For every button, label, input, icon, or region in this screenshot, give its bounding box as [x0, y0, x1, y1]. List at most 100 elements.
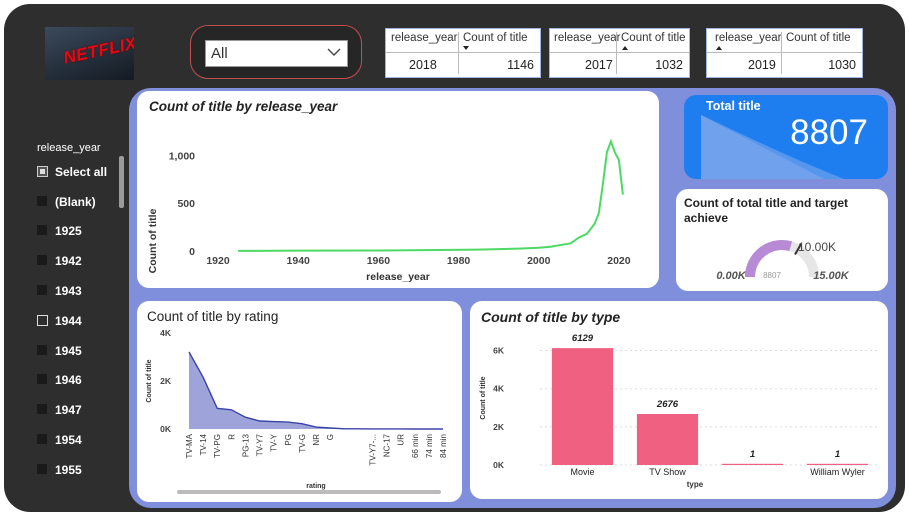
line-chart-xlabel: release_year	[366, 271, 430, 283]
line-chart-xtick: 1920	[206, 255, 230, 267]
chevron-down-icon	[327, 48, 341, 56]
type-chart-panel[interactable]: Count of title by type Count of title ty…	[470, 301, 888, 499]
gauge-value-arc	[745, 240, 793, 278]
gauge-target-label: 10.00K	[798, 240, 836, 254]
card-count-value: 1146	[507, 58, 534, 72]
card-divider	[458, 32, 459, 74]
slicer-item-label: 1942	[55, 254, 82, 268]
card-separator	[550, 52, 689, 53]
bar[interactable]	[551, 348, 614, 465]
slicer-item-label: 1955	[55, 463, 82, 477]
rating-chart-xtick: TV-Y7-...	[368, 434, 377, 466]
line-chart-ytick: 1,000	[169, 150, 195, 162]
slicer-item-label: (Blank)	[55, 195, 96, 209]
rating-chart-xtick: TV-G	[298, 434, 307, 453]
card-separator	[386, 52, 540, 53]
dropdown-value: All	[211, 45, 228, 62]
line-chart-xtick: 1960	[367, 255, 391, 267]
rating-chart-title: Count of title by rating	[147, 309, 279, 324]
rating-chart-ytick: 4K	[160, 328, 172, 338]
line-chart-xtick: 1980	[447, 255, 471, 267]
slicer-item-label: 1945	[55, 344, 82, 358]
gauge-panel[interactable]: Count of total title and target achieve …	[676, 189, 888, 291]
card-col2-header[interactable]: Count of title	[463, 32, 528, 44]
checkbox-icon[interactable]	[37, 255, 47, 265]
checkbox-icon[interactable]	[37, 464, 47, 474]
card-count-value: 1032	[655, 58, 683, 72]
slicer-item-label: 1943	[55, 284, 82, 298]
type-chart-xtick: William Wyler	[810, 467, 864, 477]
horizontal-scrollbar[interactable]	[177, 490, 441, 494]
rating-chart-panel[interactable]: Count of title by rating Count of title …	[137, 301, 462, 502]
card-year-value: 2017	[585, 58, 613, 72]
rating-chart-xtick: 74 min	[425, 434, 434, 458]
checkbox-icon[interactable]	[37, 196, 47, 206]
rating-chart-ytick: 0K	[160, 424, 172, 434]
line-chart-panel[interactable]: Count of title by release_year Count of …	[137, 91, 659, 288]
filter-dropdown[interactable]: All	[205, 40, 348, 67]
sort-desc-icon	[463, 46, 469, 50]
line-series[interactable]	[238, 138, 624, 252]
bar-data-label: 1	[835, 449, 840, 460]
checkbox-icon[interactable]	[37, 166, 48, 177]
rating-chart-xlabel: rating	[306, 483, 325, 490]
rating-chart-xtick: TV-PG	[213, 434, 222, 458]
gauge-target-marker	[794, 243, 802, 255]
area-fill	[189, 352, 443, 429]
checkbox-icon[interactable]	[37, 225, 47, 235]
dashboard-frame: NETFLIX All release_year Count of title …	[4, 4, 905, 512]
top-year-card-2[interactable]: release_year Count of title 2017 1032	[549, 28, 690, 78]
rating-chart-xtick: 84 min	[439, 434, 448, 458]
type-bar-chart: Count of title type 0K 2K 4K 6K 6129 Movie 26…	[480, 333, 880, 489]
line-chart-xtick: 2000	[527, 255, 551, 267]
bar[interactable]	[721, 463, 784, 465]
card-col1-header[interactable]: release_year	[715, 32, 782, 44]
card-col1-header[interactable]: release_year	[554, 32, 621, 44]
checkbox-icon[interactable]	[37, 285, 47, 295]
gauge-title: Count of total title and target achieve	[684, 196, 848, 225]
line-chart-ylabel: Count of title	[147, 208, 159, 273]
checkbox-icon[interactable]	[37, 404, 47, 414]
top-year-card-3[interactable]: release_year Count of title 2019 1030	[706, 28, 863, 78]
bar-data-label: 6129	[572, 333, 594, 344]
slicer-title: release_year	[37, 142, 101, 154]
line-chart-title: Count of title by release_year	[149, 99, 338, 114]
card-col1-header[interactable]: release_year	[391, 32, 458, 44]
line-chart-ytick: 0	[189, 246, 195, 258]
area-series-line[interactable]	[188, 351, 443, 430]
slicer-scrollbar[interactable]	[119, 156, 124, 208]
top-year-card-1[interactable]: release_year Count of title 2018 1146	[385, 28, 541, 78]
bar[interactable]	[806, 463, 869, 465]
checkbox-icon[interactable]	[37, 434, 47, 444]
checkbox-icon[interactable]	[37, 374, 47, 384]
type-chart-ytick: 4K	[493, 384, 505, 394]
kpi-value: 8807	[790, 113, 868, 152]
card-col2-header[interactable]: Count of title	[621, 32, 686, 44]
checkbox-icon[interactable]	[37, 315, 48, 326]
card-count-value: 1030	[828, 58, 856, 72]
card-col2-header[interactable]: Count of title	[786, 32, 851, 44]
type-chart-ylabel: Count of title	[480, 376, 487, 419]
rating-chart-xtick: PG	[284, 434, 293, 446]
card-divider	[616, 32, 617, 74]
line-chart-ytick: 500	[177, 198, 195, 210]
rating-chart-xtick: 66 min	[411, 434, 420, 458]
slicer-item-label: 1944	[55, 314, 82, 328]
rating-area-chart: Count of title rating 0K 2K 4K TV-MA TV-14 T…	[146, 328, 448, 494]
type-chart-xlabel: type	[687, 480, 704, 489]
checkbox-icon[interactable]	[37, 345, 47, 355]
rating-chart-xtick: NC-17	[383, 433, 392, 457]
sort-asc-icon	[622, 46, 628, 50]
filter-dropdown-container: All	[190, 25, 362, 79]
type-chart-ytick: 0K	[493, 460, 505, 470]
type-chart-xtick: TV Show	[649, 467, 686, 477]
bar[interactable]	[636, 414, 699, 465]
total-title-kpi[interactable]: Total title 8807	[684, 95, 888, 179]
bar-data-label: 2676	[656, 399, 679, 410]
logo-text: NETFLIX	[61, 33, 134, 68]
rating-chart-xtick: NR	[312, 434, 321, 446]
type-chart-ytick: 6K	[493, 346, 505, 356]
rating-chart-xtick: UR	[397, 434, 406, 446]
rating-chart-xtick: TV-14	[199, 433, 208, 455]
card-divider	[781, 32, 782, 74]
